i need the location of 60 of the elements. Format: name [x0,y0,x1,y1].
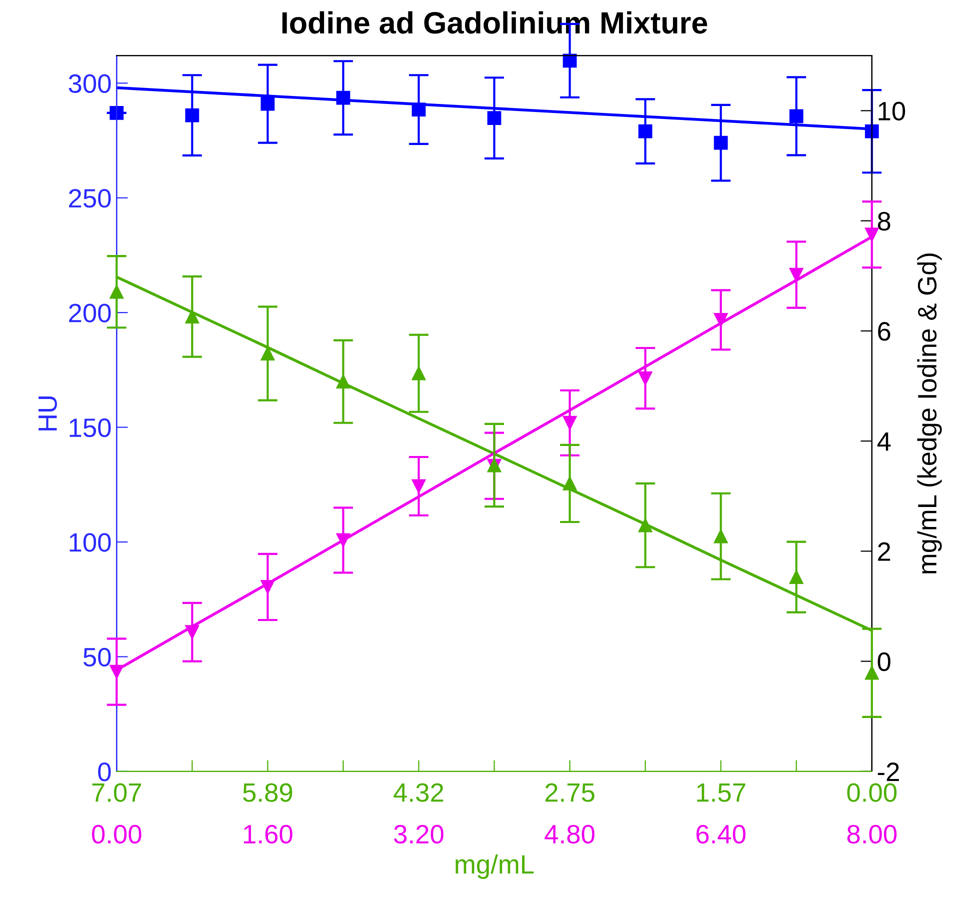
point [487,111,502,125]
point [864,666,879,680]
point [260,580,275,594]
point [412,479,426,494]
y-tick-label: 50 [83,648,111,667]
point [714,312,728,327]
point [110,106,124,120]
y-tick-label: 200 [69,304,111,322]
text: 1.57 [697,784,746,802]
y2-tick-label: 0 [878,652,890,672]
y-tick-label: 150 [70,418,111,438]
point [412,366,426,380]
y-tick-label: 100 [70,533,111,552]
x-tick-label: 6.40 [696,824,746,844]
chart-title: Iodine ad Gadolinium Mixture [282,11,708,34]
point [260,96,275,111]
x-tick-label: 1.60 [244,824,292,844]
point [638,371,652,386]
point [110,284,124,299]
point [562,476,577,490]
x-tick-label: 3.20 [394,824,444,844]
text: 7.07 [92,783,141,802]
text: 5.89 [243,783,292,802]
point [336,533,350,548]
y-axis-title: HU [38,396,57,430]
point [185,625,200,640]
point [638,518,652,532]
point [714,136,728,150]
point [185,108,200,122]
x-tick-label: 0.00 [92,824,142,844]
point [714,529,728,544]
y2-axis-title: mg/mL (kedge Iodine & Gd) [917,254,942,574]
point [110,664,124,679]
x-tick-label: 8.00 [847,824,897,844]
point [260,346,275,360]
point [412,102,426,116]
point [638,124,652,138]
text: 2.75 [545,783,594,802]
point [336,90,350,105]
point [562,416,577,430]
point [789,109,804,124]
point [864,124,879,138]
y-tick-label: 0 [98,762,111,782]
point [562,54,577,68]
point [336,374,350,389]
x-tick-label: 4.80 [544,824,594,844]
text: 0.00 [847,783,897,802]
text: 4.32 [394,783,444,802]
y-tick-label: 300 [68,74,111,93]
y2-tick-label: 2 [878,542,890,561]
y2-tick-label: 8 [878,212,890,231]
y2-tick-label: 6 [878,322,890,341]
y2-tick-label: -2 [878,762,899,781]
y2-tick-label: 10 [878,102,906,120]
point [864,228,879,242]
point [185,310,200,324]
y2-tick-label: 4 [877,432,891,451]
x-axis-title: mg/mL [456,854,534,879]
point [789,570,804,584]
y-tick-label: 250 [69,188,111,208]
